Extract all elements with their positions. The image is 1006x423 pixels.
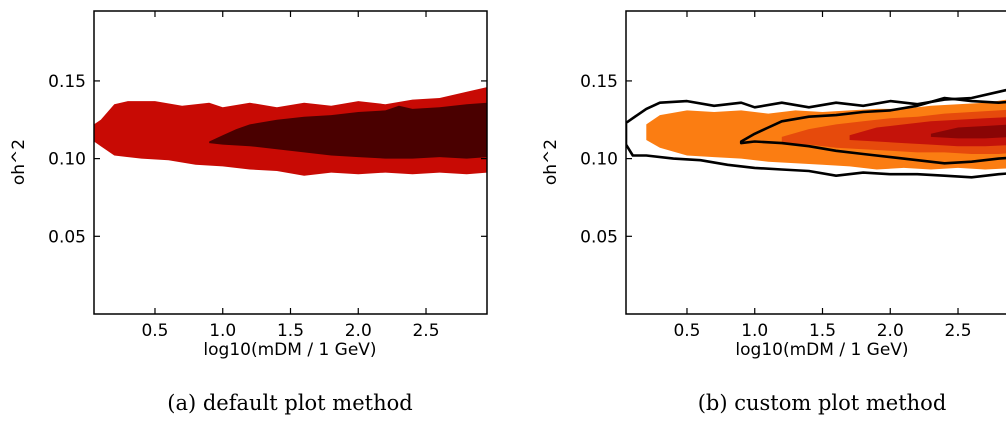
caption-b: (b) custom plot method (698, 391, 947, 415)
x-tick-label: 1.0 (209, 321, 236, 341)
ticks: 0.5 1.0 1.5 2.0 2.5 0.05 0.10 0.15 (580, 11, 972, 341)
contour-fill_inner-2 (849, 117, 1006, 147)
y-axis-label: oh^2 (541, 139, 561, 185)
x-axis-label: log10(mDM / 1 GeV) (735, 340, 908, 360)
x-tick-label: 1.0 (741, 321, 768, 341)
panel-default: 0.5 1.0 1.5 2.0 2.5 0.05 0.10 0.15 log10(mDM / … (9, 10, 488, 415)
plot-area (94, 87, 487, 176)
x-tick-label: 2.5 (944, 321, 971, 341)
y-tick-label: 0.15 (580, 72, 618, 92)
y-tick-label: 0.05 (580, 227, 618, 247)
contour-fill_core-3 (930, 124, 1006, 139)
caption-a: (a) default plot method (167, 391, 412, 415)
panel-custom: 0.5 1.0 1.5 2.0 2.5 0.05 0.10 0.15 log10(mDM / … (541, 10, 1006, 415)
x-tick-label: 2.5 (412, 321, 439, 341)
y-tick-label: 0.10 (48, 150, 86, 170)
x-axis-label: log10(mDM / 1 GeV) (203, 340, 376, 360)
ticks: 0.5 1.0 1.5 2.0 2.5 0.05 0.10 0.15 (48, 11, 487, 341)
x-tick-label: 1.5 (809, 321, 836, 341)
y-tick-label: 0.10 (580, 150, 618, 170)
y-tick-label: 0.05 (48, 227, 86, 247)
contour-contour_line-5 (739, 96, 1006, 165)
contour-inner-1 (209, 102, 487, 159)
x-tick-label: 1.5 (277, 321, 304, 341)
contour-contour_line-4 (626, 88, 1006, 179)
y-tick-label: 0.15 (48, 72, 86, 92)
x-tick-label: 0.5 (673, 321, 700, 341)
y-axis-label: oh^2 (9, 139, 29, 185)
x-tick-label: 2.0 (345, 321, 372, 341)
x-tick-label: 0.5 (141, 321, 168, 341)
x-tick-label: 2.0 (877, 321, 904, 341)
plot-area (626, 88, 1006, 179)
